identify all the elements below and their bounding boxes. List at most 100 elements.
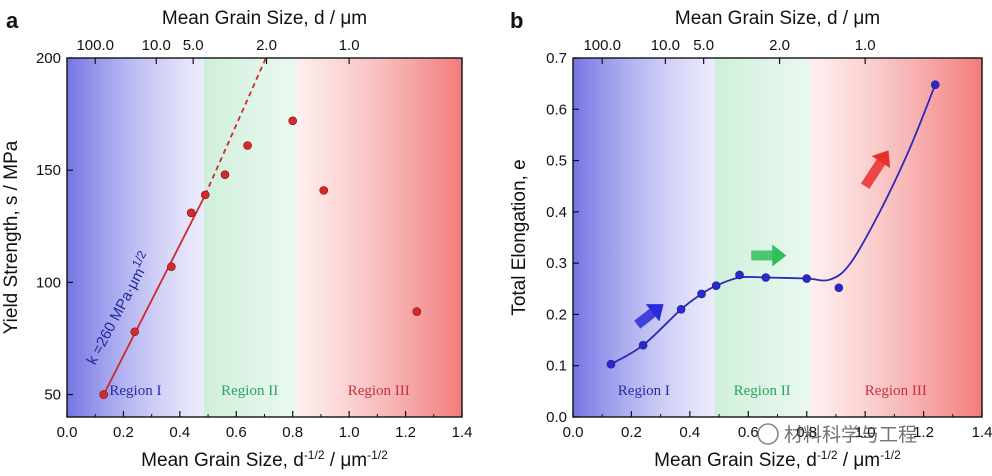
data-point — [220, 170, 230, 179]
x-tick-label: 1.0 — [855, 424, 876, 441]
x-axis-title-part-0: Mean Grain Size, d — [141, 450, 304, 471]
x-axis-title: Mean Grain Size, d-1/2 / μm-1/2 — [141, 448, 388, 471]
data-point — [130, 327, 140, 337]
top-tick-label: 100.0 — [76, 37, 114, 54]
top-tick-label: 1.0 — [855, 37, 876, 54]
x-axis-title-part-3: -1/2 — [367, 448, 388, 462]
x-tick-label: 1.0 — [339, 424, 360, 441]
y-tick-label: 0.2 — [546, 306, 567, 323]
top-tick-label: 10.0 — [651, 37, 680, 54]
region-label-3: Region III — [865, 383, 927, 399]
x-tick-label: 1.2 — [395, 424, 416, 441]
data-point — [412, 307, 422, 316]
x-tick-label: 0.6 — [226, 424, 247, 441]
region-label-1: Region I — [109, 383, 161, 399]
panel-letter-b: b — [510, 8, 523, 33]
x-tick-label: 0.6 — [738, 424, 759, 441]
trend-arrow-1 — [634, 304, 664, 329]
top-tick-label: 100.0 — [583, 37, 621, 54]
data-point — [186, 208, 196, 218]
data-point — [834, 283, 844, 293]
x-tick-label: 0.2 — [621, 424, 642, 441]
x-axis-title-part-2: / μm — [325, 450, 368, 471]
x-tick-label: 0.0 — [57, 424, 78, 441]
data-point — [99, 390, 108, 399]
y-tick-label: 200 — [36, 50, 61, 67]
data-point — [200, 190, 210, 200]
x-tick-label: 0.4 — [169, 424, 190, 441]
watermark-icon — [757, 423, 779, 445]
top-tick-label: 1.0 — [339, 37, 360, 54]
x-axis-title-part-1: -1/2 — [817, 448, 838, 462]
trend-arrow-head — [772, 244, 787, 267]
x-tick-label: 1.4 — [452, 424, 473, 441]
trend-arrow-shaft — [751, 250, 775, 261]
watermark-text: 材料科学与工程 — [784, 424, 917, 446]
top-axis-title: Mean Grain Size, d / μm — [675, 8, 880, 29]
x-axis-title-part-1: -1/2 — [304, 448, 325, 462]
x-tick-label: 0.8 — [282, 424, 303, 441]
y-tick-label: 0.0 — [546, 409, 567, 426]
region-band-1 — [573, 58, 715, 417]
x-tick-label: 0.8 — [796, 424, 817, 441]
region-band-2 — [203, 58, 296, 417]
data-point — [697, 289, 706, 299]
data-point — [167, 262, 176, 271]
region-label-2: Region II — [221, 383, 278, 399]
y-tick-label: 0.6 — [546, 101, 567, 118]
x-axis-title: Mean Grain Size, d-1/2 / μm-1/2 — [654, 448, 901, 471]
x-tick-label: 0.4 — [679, 424, 700, 441]
trend-arrow-3 — [860, 150, 891, 189]
data-point — [606, 359, 616, 369]
panel-letter-a: a — [6, 8, 19, 33]
y-tick-label: 0.3 — [546, 255, 567, 272]
data-point — [761, 273, 771, 282]
region-band-1 — [67, 58, 204, 417]
x-tick-label: 1.4 — [972, 424, 992, 441]
trend-arrow-shaft — [634, 307, 658, 329]
region-band-3 — [809, 58, 982, 417]
y-tick-label: 0.5 — [546, 153, 567, 170]
trend-arrow-head — [871, 150, 891, 169]
data-point — [676, 304, 686, 314]
region-band-2 — [714, 58, 810, 417]
trend-arrow-shaft — [860, 157, 887, 189]
top-tick-label: 2.0 — [769, 37, 790, 54]
x-axis-title-part-2: / μm — [838, 450, 881, 471]
top-tick-label: 10.0 — [142, 37, 171, 54]
top-axis-title: Mean Grain Size, d / μm — [162, 8, 367, 29]
data-point — [243, 141, 252, 150]
region-label-3: Region III — [348, 383, 410, 399]
y-tick-label: 0.1 — [546, 358, 567, 375]
x-tick-label: 1.2 — [913, 424, 934, 441]
x-axis-title-part-0: Mean Grain Size, d — [654, 450, 817, 471]
panel-a: a Region I Region II Region III 0.0 0.2 0.4 0.… — [1, 8, 472, 471]
y-tick-label: 100 — [36, 274, 61, 291]
fit-line — [102, 194, 207, 395]
top-tick-label: 5.0 — [183, 37, 204, 54]
data-point — [930, 80, 940, 89]
y-tick-label: 0.4 — [546, 204, 567, 221]
data-point — [711, 281, 721, 291]
data-point — [802, 274, 812, 283]
y-tick-label: 50 — [44, 387, 61, 404]
data-point — [288, 116, 298, 126]
y-axis-title: Total Elongation, e — [509, 159, 530, 315]
trend-arrow-2 — [751, 244, 787, 267]
data-point — [319, 186, 329, 195]
x-tick-label: 0.2 — [113, 424, 134, 441]
top-tick-label: 2.0 — [256, 37, 277, 54]
fit-line-extrapolated — [204, 57, 267, 196]
x-tick-label: 0.0 — [563, 424, 584, 441]
y-tick-label: 0.7 — [546, 50, 567, 67]
region-label-2: Region II — [734, 383, 791, 399]
y-tick-label: 150 — [36, 162, 61, 179]
region-label-1: Region I — [618, 383, 670, 399]
y-axis-title: Yield Strength, s / MPa — [1, 140, 22, 334]
watermark: 材料科学与工程 — [757, 423, 917, 446]
region-band-3 — [295, 58, 462, 417]
panel-b: b Region I Region II Region III 0.0 0.2 0.4 0.… — [509, 8, 992, 471]
data-point — [735, 270, 744, 280]
trend-arrow-head — [645, 304, 664, 322]
